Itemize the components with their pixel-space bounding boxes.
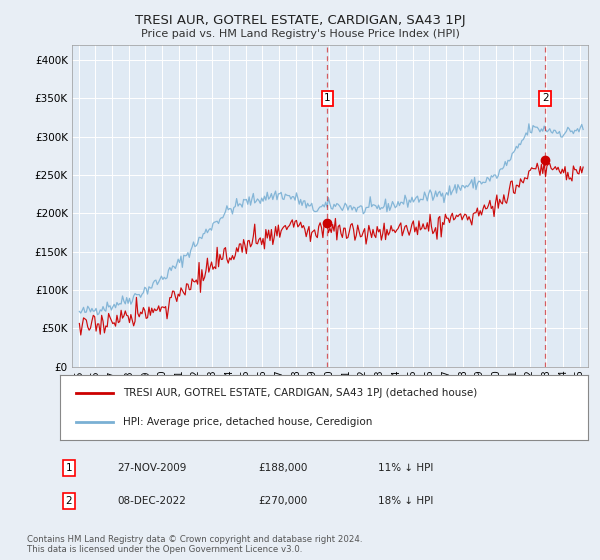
Text: 27-NOV-2009: 27-NOV-2009 xyxy=(117,463,187,473)
Text: 1: 1 xyxy=(324,94,331,104)
Text: 11% ↓ HPI: 11% ↓ HPI xyxy=(378,463,433,473)
Text: 08-DEC-2022: 08-DEC-2022 xyxy=(117,496,186,506)
Text: 18% ↓ HPI: 18% ↓ HPI xyxy=(378,496,433,506)
Text: £188,000: £188,000 xyxy=(258,463,307,473)
Text: 1: 1 xyxy=(65,463,73,473)
Text: TRESI AUR, GOTREL ESTATE, CARDIGAN, SA43 1PJ (detached house): TRESI AUR, GOTREL ESTATE, CARDIGAN, SA43… xyxy=(124,388,478,398)
Text: Price paid vs. HM Land Registry's House Price Index (HPI): Price paid vs. HM Land Registry's House … xyxy=(140,29,460,39)
Text: TRESI AUR, GOTREL ESTATE, CARDIGAN, SA43 1PJ: TRESI AUR, GOTREL ESTATE, CARDIGAN, SA43… xyxy=(134,14,466,27)
Text: Contains HM Land Registry data © Crown copyright and database right 2024.
This d: Contains HM Land Registry data © Crown c… xyxy=(27,535,362,554)
Text: 2: 2 xyxy=(65,496,73,506)
Text: 2: 2 xyxy=(542,94,548,104)
Text: HPI: Average price, detached house, Ceredigion: HPI: Average price, detached house, Cere… xyxy=(124,417,373,427)
Text: £270,000: £270,000 xyxy=(258,496,307,506)
